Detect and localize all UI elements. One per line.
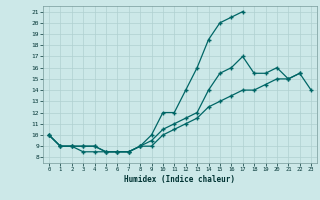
X-axis label: Humidex (Indice chaleur): Humidex (Indice chaleur) bbox=[124, 175, 236, 184]
